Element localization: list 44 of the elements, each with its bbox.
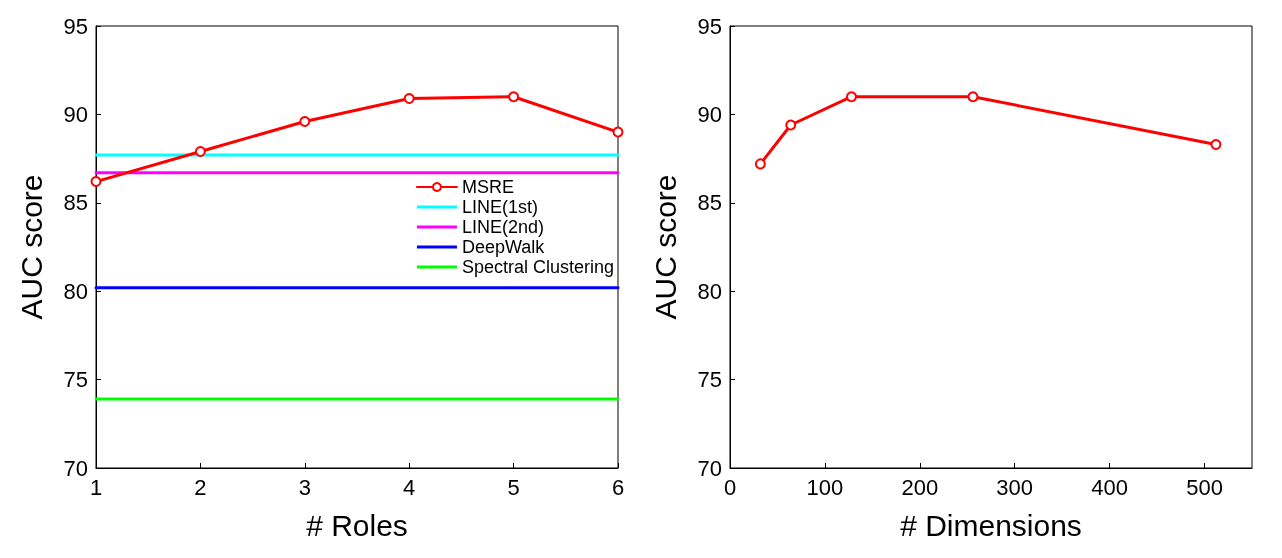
legend-label: MSRE xyxy=(461,177,514,197)
point xyxy=(90,176,102,188)
y-axis-title: AUC score xyxy=(648,174,682,320)
y-tick-label: 80 xyxy=(63,278,88,304)
x-tick-label: 200 xyxy=(901,474,939,500)
x-axis-title: # Roles xyxy=(306,508,408,542)
x-tick-label: 500 xyxy=(1186,474,1223,500)
point xyxy=(754,158,766,170)
point xyxy=(1210,138,1222,150)
x-tick-label: 1 xyxy=(89,474,103,500)
y-tick-label: 70 xyxy=(63,455,88,481)
legend-label: DeepWalk xyxy=(461,237,546,257)
y-axis-title: AUC score xyxy=(14,174,48,320)
x-axis-title: # Dimensions xyxy=(900,508,1082,542)
y-tick-label: 90 xyxy=(697,101,722,127)
y-tick-label: 85 xyxy=(63,190,88,216)
point xyxy=(194,146,206,158)
y-tick-label: 70 xyxy=(697,455,722,481)
x-tick-label: 6 xyxy=(611,474,625,500)
y-tick-label: 75 xyxy=(63,367,88,393)
y-tick-label: 75 xyxy=(697,367,722,393)
point xyxy=(508,91,520,103)
y-tick-label: 95 xyxy=(63,13,88,39)
y-tick-label: 95 xyxy=(697,13,722,39)
legend-label: Spectral Clustering xyxy=(461,257,615,277)
x-tick-label: 100 xyxy=(806,474,844,500)
y-tick-label: 90 xyxy=(63,101,88,127)
point xyxy=(403,92,415,104)
point xyxy=(299,115,311,127)
x-tick-label: 3 xyxy=(298,474,311,500)
point xyxy=(785,119,797,131)
x-tick-label: 300 xyxy=(996,474,1034,500)
point xyxy=(967,91,979,103)
x-tick-label: 400 xyxy=(1091,474,1128,500)
y-tick-label: 80 xyxy=(697,278,722,304)
y-tick-label: 85 xyxy=(697,190,722,216)
point xyxy=(612,126,624,138)
x-tick-label: 2 xyxy=(194,474,207,500)
point xyxy=(845,91,857,103)
x-tick-label: 4 xyxy=(403,474,416,500)
x-tick-label: 0 xyxy=(723,474,737,500)
legend-label: LINE(1st) xyxy=(461,197,538,217)
x-tick-label: 5 xyxy=(507,474,520,500)
legend-label: LINE(2nd) xyxy=(461,217,544,237)
